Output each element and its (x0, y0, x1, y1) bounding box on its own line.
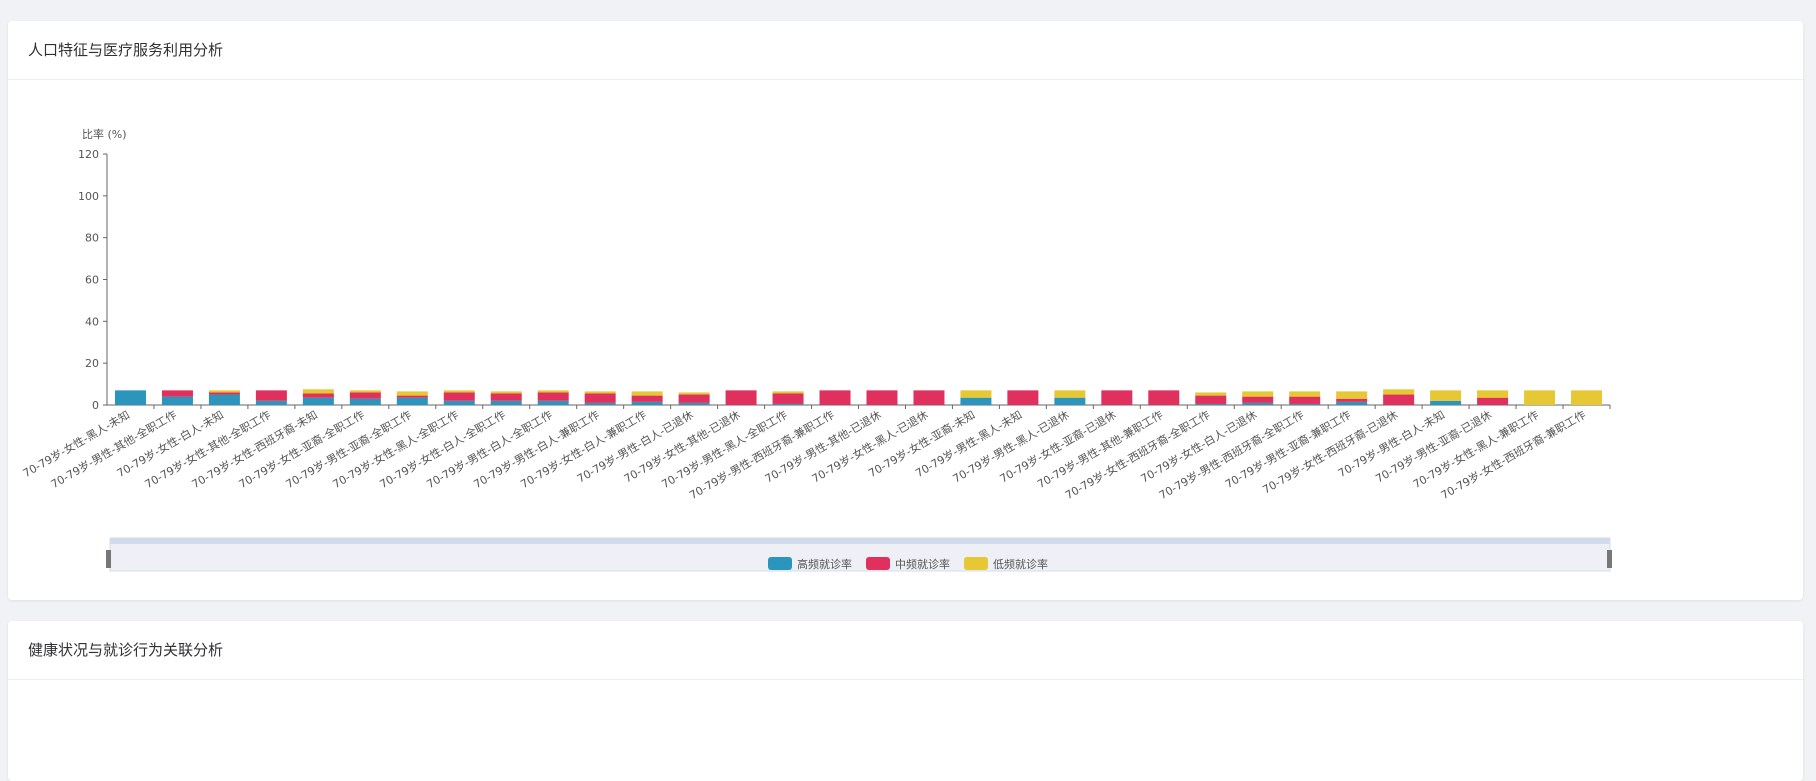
bar (678, 394, 710, 403)
bar (678, 402, 710, 405)
bar (208, 390, 240, 393)
bar (1054, 390, 1086, 398)
bar (1336, 391, 1368, 399)
bar (1007, 390, 1039, 405)
bar (631, 391, 663, 396)
bar (772, 391, 804, 394)
bar (443, 390, 475, 393)
bar (866, 390, 898, 405)
bar (584, 393, 616, 403)
bar (537, 392, 569, 401)
y-tick-label: 100 (78, 190, 99, 203)
bar (1054, 397, 1086, 405)
legend-swatch[interactable] (866, 557, 890, 570)
bar (1571, 390, 1603, 405)
panel-title: 人口特征与医疗服务利用分析 (8, 21, 1803, 80)
bar (443, 400, 475, 405)
bar (772, 393, 804, 404)
bar (1383, 389, 1415, 395)
legend-swatch[interactable] (768, 557, 792, 570)
zoom-handle[interactable] (106, 550, 111, 568)
legend-label[interactable]: 低频就诊率 (993, 557, 1048, 571)
bar (1242, 391, 1274, 397)
bar (302, 393, 334, 398)
bar (208, 394, 240, 405)
bar (960, 390, 992, 398)
bar (1430, 390, 1462, 401)
legend-label[interactable]: 中频就诊率 (895, 557, 950, 571)
bar (349, 398, 381, 405)
bar (584, 391, 616, 394)
bar (255, 400, 287, 405)
bar (490, 391, 522, 394)
bar (349, 392, 381, 399)
bar (1336, 398, 1368, 402)
bar (1289, 391, 1321, 397)
bar (443, 392, 475, 401)
legend-label[interactable]: 高频就诊率 (797, 557, 852, 571)
bar (1289, 403, 1321, 405)
y-tick-label: 60 (85, 274, 99, 287)
bar (1148, 390, 1180, 405)
bar (490, 400, 522, 405)
bar (161, 390, 193, 397)
bar (161, 396, 193, 405)
bar (1289, 396, 1321, 404)
bar (396, 391, 428, 396)
bar (490, 393, 522, 401)
bar (631, 395, 663, 402)
bar (631, 401, 663, 405)
bar (302, 389, 334, 394)
bar (1195, 403, 1227, 405)
zoom-handle[interactable] (1607, 550, 1612, 568)
bar (678, 392, 710, 395)
panel: 人口特征与医疗服务利用分析 (8, 21, 1803, 600)
bar (1336, 401, 1368, 405)
chart: 比率 (%)02040608010012070-79岁-女性-黑人-未知70-7… (20, 127, 1612, 572)
y-axis-label: 比率 (%) (82, 127, 127, 141)
bar (1477, 397, 1509, 405)
bar (725, 390, 757, 405)
bar (255, 390, 287, 401)
bar (396, 395, 428, 398)
bar (396, 397, 428, 405)
bar (208, 392, 240, 395)
y-tick-label: 40 (85, 315, 99, 328)
bar (1242, 402, 1274, 405)
data-zoom-bar[interactable] (110, 538, 1610, 544)
bar (1101, 390, 1133, 405)
y-tick-label: 80 (85, 232, 99, 245)
bar (819, 390, 851, 405)
bar (1195, 395, 1227, 404)
bar (1524, 390, 1556, 405)
y-tick-label: 120 (78, 148, 99, 161)
bar (349, 390, 381, 393)
bar (772, 403, 804, 405)
bar (913, 390, 945, 405)
bar (960, 397, 992, 405)
bar (1195, 392, 1227, 396)
y-tick-label: 20 (85, 357, 99, 370)
bar (1242, 396, 1274, 403)
bar (1477, 390, 1509, 398)
y-tick-label: 0 (92, 399, 99, 412)
bar (302, 397, 334, 405)
bar (537, 390, 569, 393)
bar (584, 402, 616, 405)
bar (537, 400, 569, 405)
panel-title: 健康状况与就诊行为关联分析 (8, 621, 1803, 680)
bar (1383, 394, 1415, 405)
legend-swatch[interactable] (964, 557, 988, 570)
bar (114, 390, 146, 405)
panel: 健康状况与就诊行为关联分析 (8, 621, 1803, 781)
bar (1430, 400, 1462, 405)
